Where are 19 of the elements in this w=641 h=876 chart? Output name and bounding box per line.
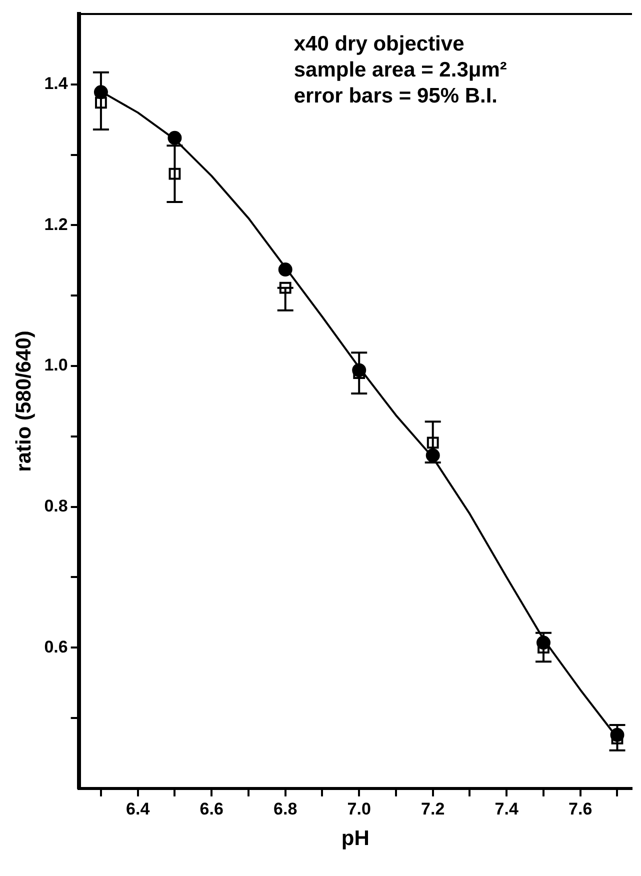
x-tick-label: 6.6 <box>200 799 224 818</box>
x-tick-label: 7.4 <box>494 799 519 818</box>
y-tick-label: 1.2 <box>44 214 68 234</box>
y-axis-title: ratio (580/640) <box>12 330 36 472</box>
point <box>168 130 182 145</box>
point <box>278 262 292 277</box>
annotation: sample area = 2.3μm² <box>294 58 507 82</box>
y-tick-label: 1.0 <box>44 356 68 375</box>
y-tick-label: 1.4 <box>44 74 68 94</box>
x-axis-title: pH <box>341 827 370 850</box>
x-tick-label: 6.8 <box>274 799 298 818</box>
x-tick-label: 7.0 <box>347 799 371 818</box>
y-tick-label: 0.8 <box>44 496 68 516</box>
y-tick-label: 0.6 <box>44 637 68 656</box>
x-tick-label: 6.4 <box>126 799 150 818</box>
x-tick-label: 7.6 <box>568 799 592 818</box>
x-tick-label: 7.2 <box>421 799 445 818</box>
annotation: x40 dry objective <box>294 32 464 56</box>
annotation: error bars = 95% B.I. <box>294 84 498 108</box>
